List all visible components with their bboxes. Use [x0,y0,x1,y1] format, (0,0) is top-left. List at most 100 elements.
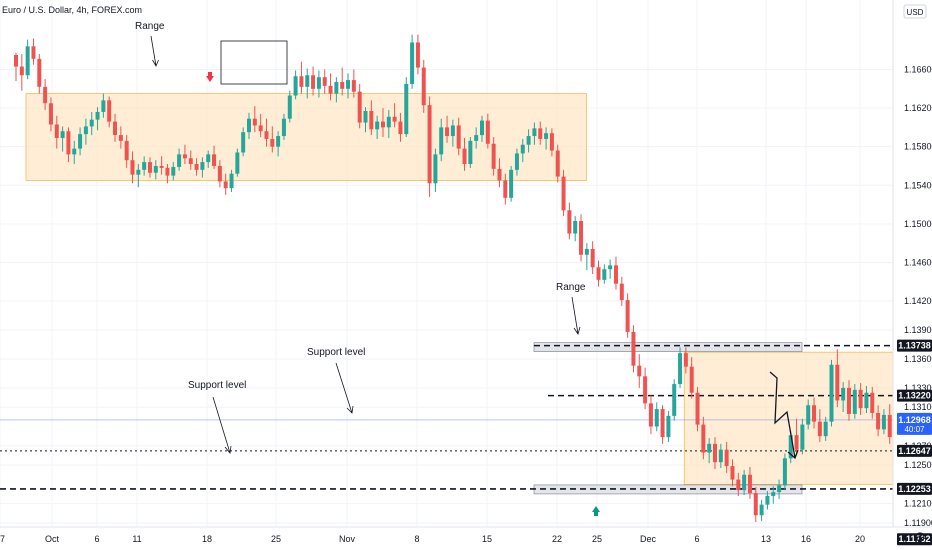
candle-146 [864,385,869,413]
candle-body-49 [299,76,304,87]
candle-67 [404,77,409,138]
candle-body-60 [363,110,368,123]
candle-body-105 [625,300,630,332]
candle-72 [433,148,438,193]
candle-body-75 [450,125,455,137]
candle-88 [526,129,531,153]
candle-9 [66,127,71,163]
candle-61 [369,100,374,136]
candle-body-38 [235,152,240,174]
candle-body-62 [375,121,380,130]
candle-body-8 [60,131,65,138]
candle-body-122 [724,449,729,467]
candle-54 [328,73,333,101]
candle-81 [485,113,490,149]
candle-14 [95,107,100,131]
candle-111 [660,405,665,444]
candle-30 [188,150,193,170]
candle-100 [596,260,601,287]
candle-body-25 [159,165,164,168]
candle-120 [713,437,717,469]
candle-27 [171,162,176,181]
candle-body-108 [643,376,648,404]
candle-body-119 [707,443,712,453]
consolidation-box [220,40,288,85]
candle-body-99 [590,248,595,268]
candle-121 [718,443,723,468]
y-tick-label-8: 1.14200 [904,296,932,306]
candle-body-80 [480,120,484,136]
candle-128 [759,499,764,522]
candle-body-16 [107,100,112,122]
candle-21 [136,164,141,188]
x-tick-label-0: 7 [0,534,5,544]
x-tick-label-4: 18 [202,534,212,544]
candle-129 [765,491,770,510]
candle-64 [386,110,391,138]
candle-68 [410,34,415,89]
candle-body-89 [532,128,537,137]
level-badge-label-0: 1.13738 [898,341,931,351]
candle-132 [782,453,787,490]
x-tick-label-15: 20 [855,534,865,544]
candle-107 [637,354,642,388]
candle-123 [730,459,735,487]
time-axis-bg [0,527,893,550]
level-badge-label-4: 1.11732 [898,534,930,544]
candle-body-124 [736,479,741,491]
level-badge-bg-2 [897,444,932,457]
candle-body-21 [136,169,141,175]
settings-icon[interactable] [915,532,925,542]
level-badge-bg-0 [897,339,932,352]
candle-35 [217,160,222,188]
candle-body-88 [526,136,531,145]
candle-53 [322,69,327,94]
candle-143 [846,380,851,421]
candle-29 [182,144,187,165]
candle-body-43 [264,131,269,139]
candle-body-6 [48,103,53,125]
candle-13 [89,111,94,136]
candle-body-57 [346,80,351,89]
candle-body-61 [369,110,374,130]
candle-114 [678,347,683,388]
candle-101 [602,264,607,284]
candle-body-77 [462,148,467,165]
candle-body-117 [695,392,700,425]
candle-body-19 [124,140,129,161]
y-tick-label-13: 1.16200 [904,103,932,113]
candle-49 [299,61,304,94]
candle-body-29 [182,154,187,159]
candle-body-4 [37,58,42,87]
candle-142 [841,382,846,413]
candle-body-56 [340,82,345,89]
candle-body-97 [579,220,584,255]
candle-body-103 [613,265,618,284]
candle-body-73 [439,127,444,155]
x-tick-label-7: 8 [414,534,419,544]
level-badge-bg-3 [897,482,932,495]
candle-124 [736,472,741,496]
candle-48 [293,70,298,100]
currency-badge[interactable]: USD [903,4,927,19]
candle-130 [771,486,776,504]
candle-97 [579,214,584,262]
candle-109 [648,395,653,435]
candle-body-33 [206,154,211,163]
level-badge-label-3: 1.12253 [898,484,931,494]
symbol-title[interactable]: Euro / U.S. Dollar, 4h, FOREX.com [2,5,142,15]
candle-body-20 [130,160,135,175]
x-tick-label-8: 15 [482,534,492,544]
candle-body-48 [293,76,298,96]
price-axis: 1.119001.121001.125001.127001.131001.133… [892,0,932,546]
candle-82 [491,137,496,176]
x-tick-label-14: 16 [801,534,811,544]
level-badge-1.11732: 1.11732 [897,533,932,546]
candle-113 [672,379,677,421]
candle-69 [415,34,420,75]
candle-118 [701,416,706,460]
y-tick-label-10: 1.15000 [904,219,932,229]
level-badge-1.12253: 1.12253 [897,482,932,495]
candle-body-100 [596,267,601,280]
